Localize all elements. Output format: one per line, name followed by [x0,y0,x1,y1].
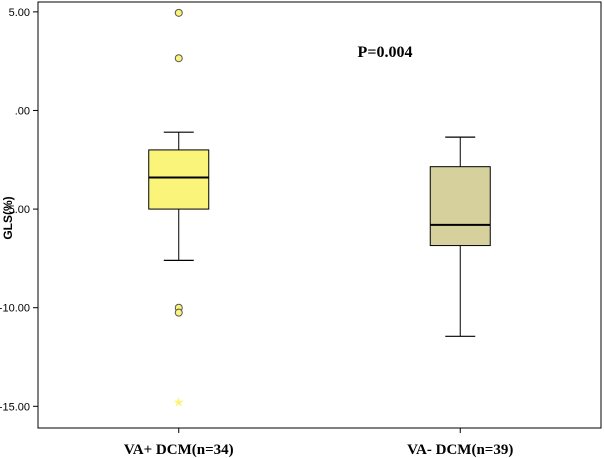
y-tick-label: -5.00 [5,204,30,216]
plot-frame [37,1,602,429]
y-tick-label: -10.00 [0,303,30,315]
box-iqr [148,149,210,210]
outlier-point [174,8,183,17]
y-tick-label: .00 [15,105,30,117]
outlier-point [174,54,183,63]
outlier-point [174,308,183,317]
y-axis-label: GLS(%) [1,196,15,239]
y-tick-label: 5.00 [9,7,30,19]
box-iqr [429,166,491,247]
box-group: ★ [148,8,210,410]
extreme-point: ★ [173,395,185,410]
p-value-annotation: P=0.004 [358,44,413,61]
x-category-label: VA+ DCM(n=34) [124,442,234,458]
x-category-label: VA- DCM(n=39) [407,442,513,458]
y-tick-label: -15.00 [0,401,30,413]
box-group [429,136,491,337]
